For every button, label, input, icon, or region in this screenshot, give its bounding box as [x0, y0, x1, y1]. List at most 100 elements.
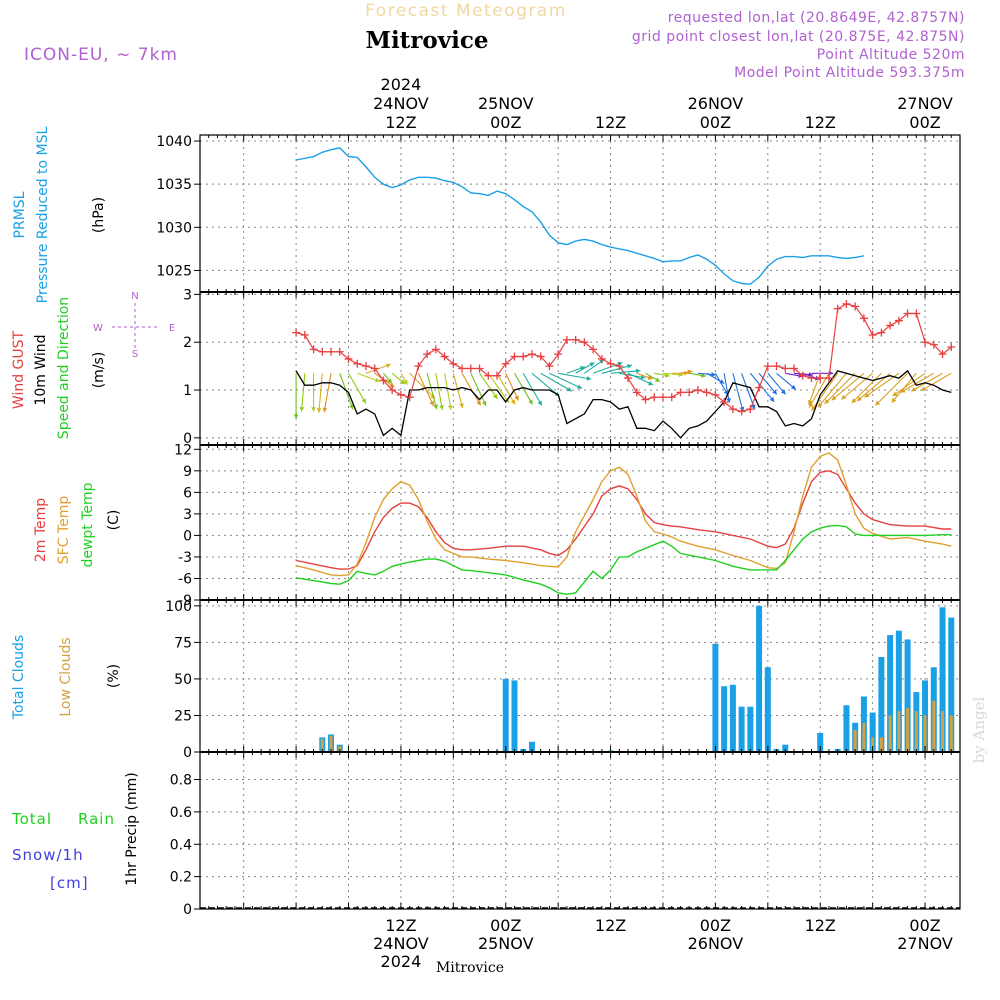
gust-marker: [606, 359, 615, 368]
wind-arrow-head: [389, 382, 395, 388]
wind-arrow: [864, 372, 900, 398]
gust-marker: [571, 335, 580, 344]
gust-marker: [947, 342, 956, 351]
total-cloud-bar: [887, 635, 894, 752]
wind-arrow-head: [361, 398, 366, 404]
wind-arrow-head: [687, 369, 693, 375]
gust-marker: [816, 374, 825, 383]
wind-arrow-head: [403, 379, 408, 385]
y-tick-label: 0: [183, 431, 192, 447]
gust-marker: [396, 390, 405, 399]
bottom-time-label: 12Z: [595, 916, 626, 935]
low-cloud-bar: [923, 715, 927, 752]
gust-marker: [938, 350, 947, 359]
wind-arrow: [831, 372, 865, 401]
gust-marker: [589, 345, 598, 354]
wind-arrow-head: [921, 386, 927, 391]
wind-arrow: [610, 370, 641, 374]
wind-arrow: [318, 373, 323, 413]
gust-marker: [379, 376, 388, 385]
gust-marker: [475, 364, 484, 373]
temp-panel-labels: 2m Temp SFC Temp dewpt Temp (C): [33, 482, 122, 567]
wind-arrow-head: [374, 377, 380, 383]
cloud-panel-labels: Total Clouds Low Clouds (%): [11, 635, 122, 720]
gust-marker: [527, 350, 536, 359]
wind-arrow-head: [811, 405, 817, 411]
top-time-label: 00Z: [909, 113, 940, 132]
wind-speed-line: [295, 369, 952, 439]
wind-label: 10m Wind: [33, 334, 49, 405]
low-cloud-bar: [871, 737, 875, 752]
gust-marker: [501, 359, 510, 368]
gust-marker: [641, 395, 650, 404]
gust-marker: [580, 338, 589, 347]
bottom-time-label: 12Z: [385, 916, 416, 935]
y-tick-label: 2: [183, 335, 192, 351]
y-tick-label: 0: [183, 528, 192, 544]
gust-marker: [676, 388, 685, 397]
panel-frame-precip: [199, 751, 961, 910]
gust-marker: [466, 364, 475, 373]
compass-north: N: [131, 291, 138, 302]
compass-south: S: [132, 349, 138, 360]
y-tick-label: 0.2: [170, 870, 192, 886]
low-cloud-bar: [853, 730, 857, 752]
y-tick-label: 1030: [156, 220, 192, 236]
chart-title: Mitrovice: [365, 27, 488, 54]
y-tick-label: 1: [183, 383, 192, 399]
wind-arrow-head: [586, 375, 592, 381]
wind-arrow: [487, 372, 510, 404]
wind-arrow-head: [900, 388, 906, 393]
wind-arrow: [435, 373, 443, 411]
y-tick-label: 0.6: [170, 805, 192, 821]
data-layer: [200, 147, 960, 909]
y-tick-label: 100: [165, 599, 192, 615]
grid-layer: [200, 135, 960, 910]
wind-arrow-head: [857, 396, 862, 402]
gust-marker: [519, 352, 528, 361]
compass-west: W: [93, 323, 103, 334]
wind-arrow-head: [537, 400, 542, 406]
wind-arrow: [452, 373, 464, 409]
bottom-time-label: 2024: [381, 952, 422, 971]
gust-marker: [807, 374, 816, 383]
gust-marker: [615, 362, 624, 371]
dewpt-label: dewpt Temp: [80, 482, 96, 567]
wind-arrow-head: [635, 368, 641, 374]
wind-arrow-head: [316, 408, 322, 413]
y-tick-label: 50: [174, 672, 192, 688]
top-time-label: 26NOV: [688, 94, 744, 113]
wind-arrow-head: [769, 396, 775, 402]
footer-location: Mitrovice: [436, 960, 504, 976]
wind-arrow-head: [824, 399, 830, 404]
gust-marker: [894, 316, 903, 325]
y-tick-label: 6: [183, 485, 192, 501]
total-cloud-bar: [782, 744, 789, 752]
wind-arrow-head: [349, 404, 354, 410]
gust-marker: [423, 350, 432, 359]
gust-marker: [370, 364, 379, 373]
wind-arrow-head: [439, 405, 444, 410]
y-tick-label: 0: [183, 902, 192, 918]
y-tick-label: 0.4: [170, 837, 192, 853]
chart-subtitle: Forecast Meteogram: [365, 1, 567, 21]
total-cloud-bar: [729, 684, 736, 752]
model-point-altitude: Model Point Altitude 593.375m: [734, 65, 965, 81]
wind-arrow-head: [299, 406, 305, 412]
wind-arrow: [444, 373, 452, 411]
gust-marker: [318, 347, 327, 356]
wind-arrow-head: [851, 398, 857, 403]
compass-east: E: [169, 323, 175, 334]
y-tick-label: 1035: [156, 177, 192, 193]
wind-arrow-head: [322, 407, 328, 413]
gust-marker: [650, 393, 659, 402]
y-tick-label: 75: [174, 635, 192, 651]
wind-arrow-head: [892, 391, 898, 396]
low-cloud-bar: [914, 711, 918, 752]
gust-marker: [720, 397, 729, 406]
bottom-time-label: 27NOV: [897, 934, 953, 953]
wind-arrow: [417, 373, 435, 407]
wind-arrow-head: [655, 377, 661, 382]
gust-marker: [868, 331, 877, 340]
y-tick-label: 9: [183, 464, 192, 480]
